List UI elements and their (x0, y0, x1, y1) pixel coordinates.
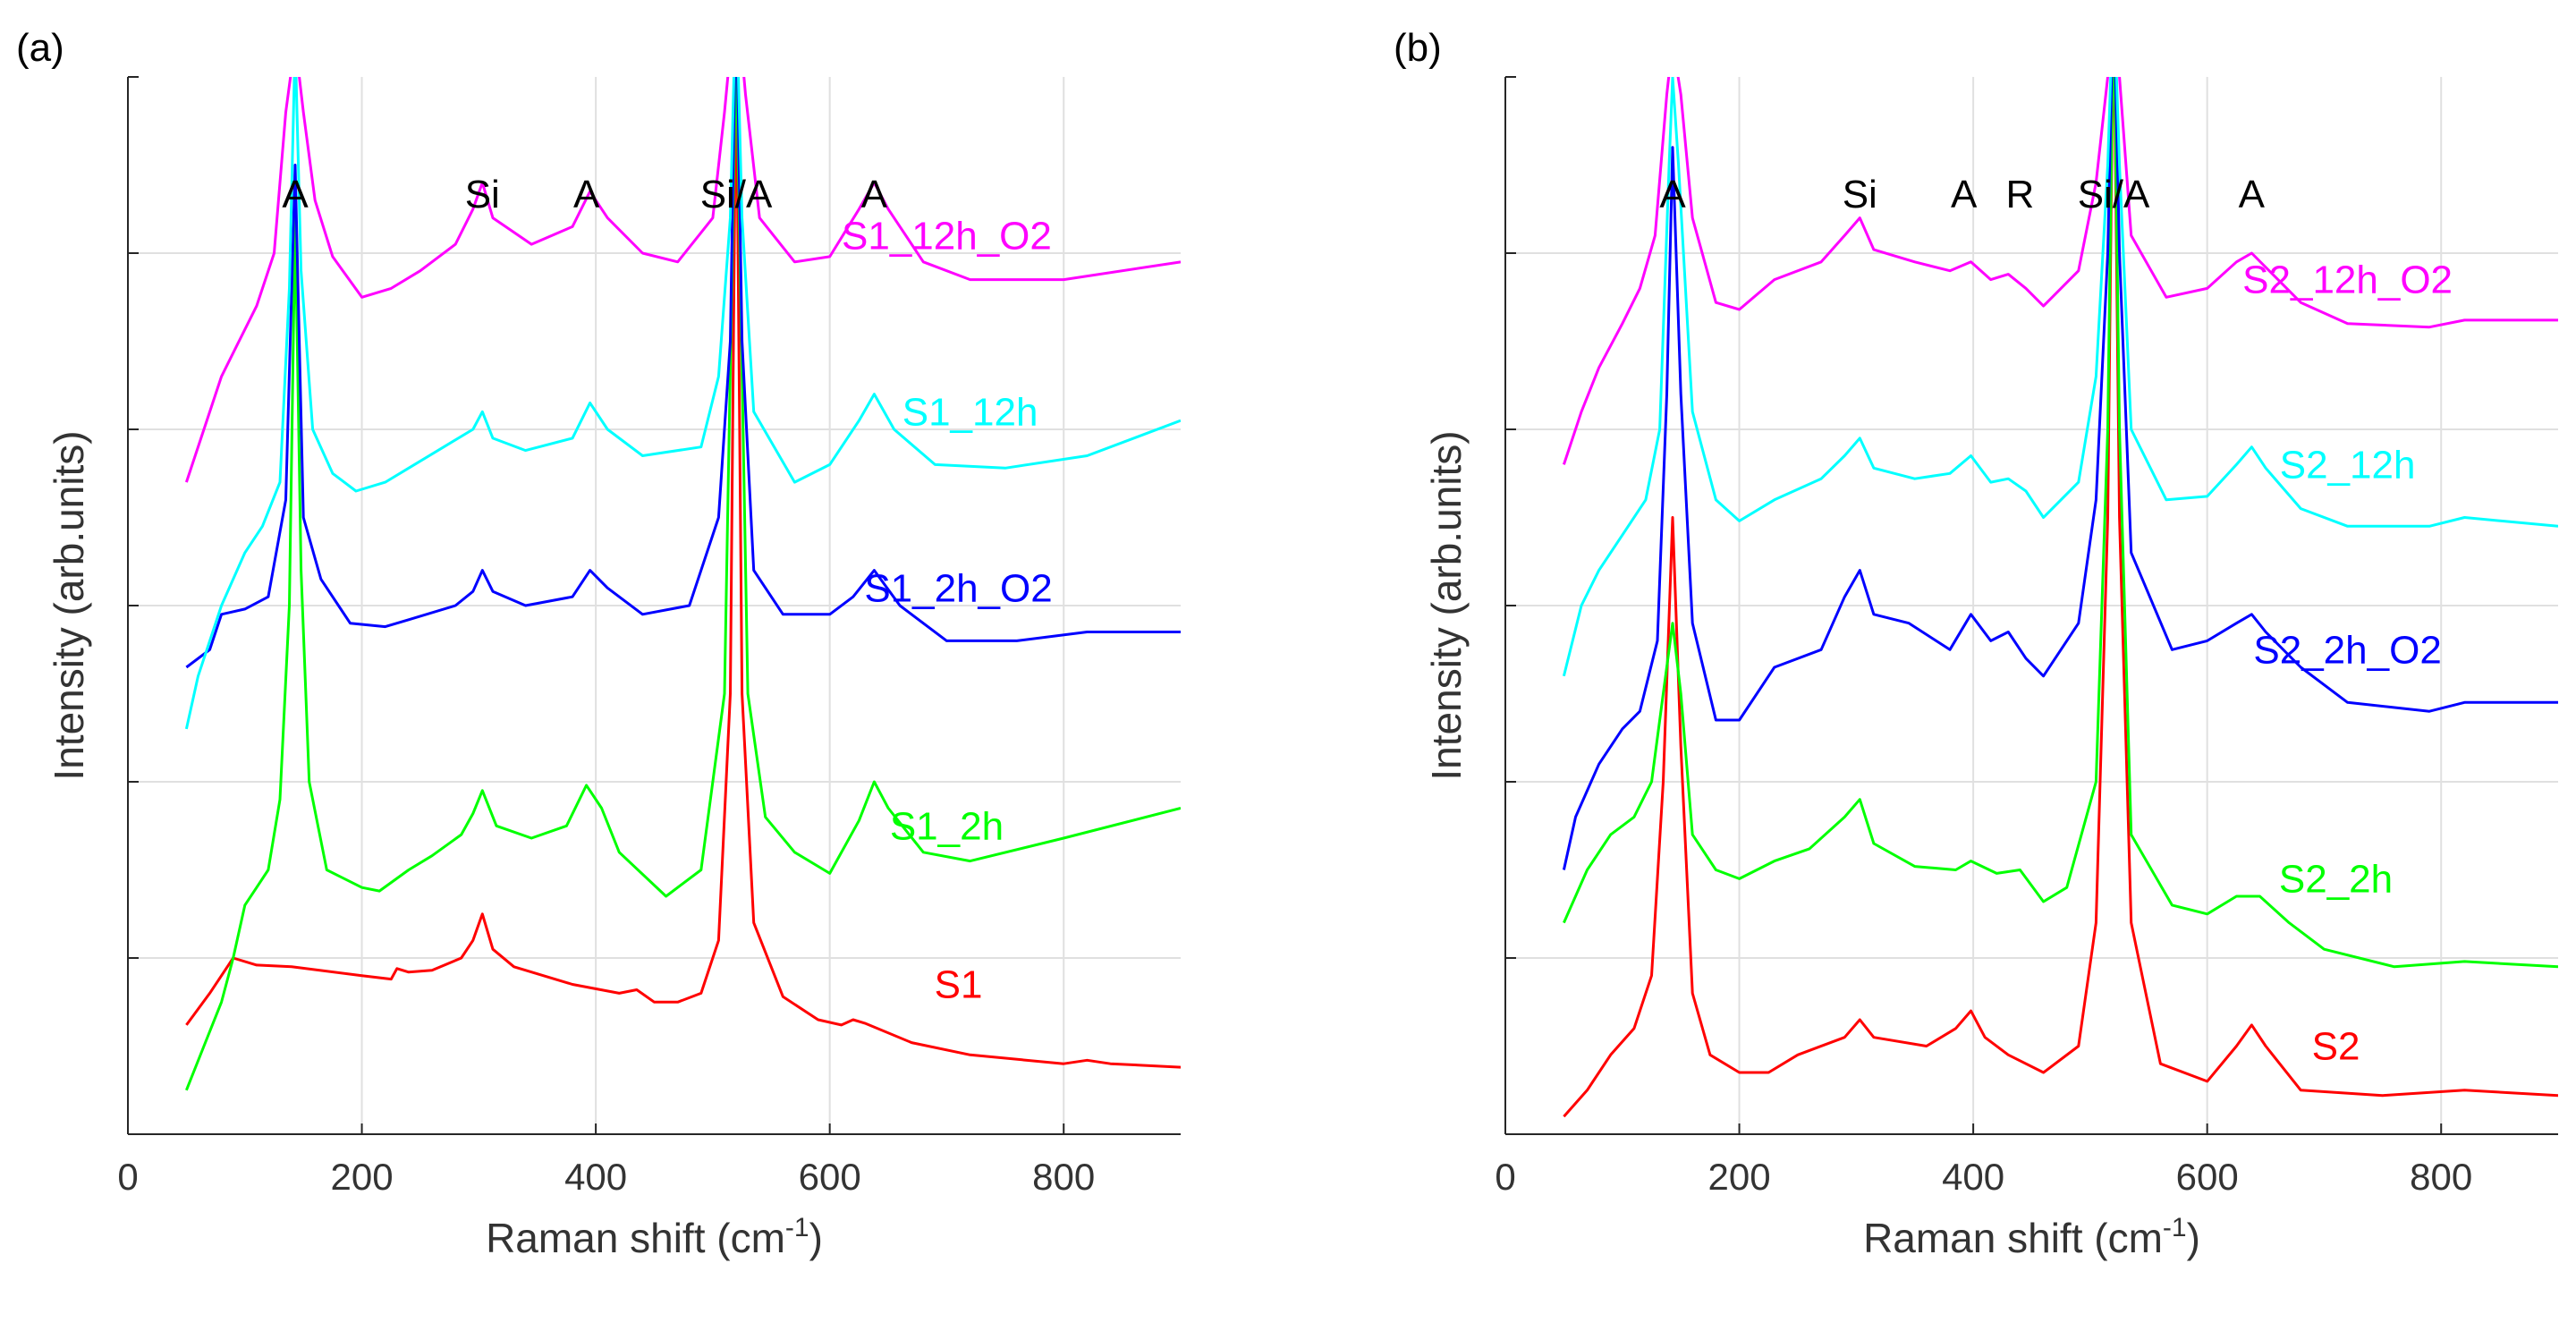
x-tick-label: 200 (1708, 1156, 1771, 1198)
peak-label: A (1659, 173, 1686, 216)
x-tick-label: 800 (2410, 1156, 2472, 1198)
series-label-s2-2h-o2: S2_2h_O2 (2253, 628, 2441, 672)
peak-label: A (573, 173, 600, 216)
x-tick-label: 800 (1032, 1156, 1095, 1198)
x-axis-label-close: ) (809, 1215, 823, 1261)
peak-label: Si (1843, 173, 1877, 216)
y-axis-label: Intensity (arb.units) (46, 430, 92, 780)
series-label-s2-12h: S2_12h (2280, 443, 2416, 487)
x-tick-label: 0 (1495, 1156, 1515, 1198)
series-label-s1-12h: S1_12h (902, 390, 1038, 434)
panel-b: 0 200 400 600 800 Raman shift (cm-1) Intensity… (1394, 26, 2558, 1261)
x-axis-label-close: ) (2187, 1215, 2200, 1261)
x-axis-label: Raman shift (cm-1) (1863, 1213, 2200, 1261)
panel-letter: (a) (16, 26, 64, 70)
x-tick-label: 200 (331, 1156, 394, 1198)
x-axis-label-text: Raman shift (cm (486, 1215, 785, 1261)
x-tick-label: 0 (117, 1156, 138, 1198)
y-axis-label: Intensity (arb.units) (1423, 430, 1470, 780)
series-line-s1-2h (185, 77, 1181, 1091)
series-line-s2-12h-o2 (1562, 77, 2558, 465)
peak-label: Si/A (2078, 173, 2150, 216)
series-line-s2-12h (1562, 77, 2558, 677)
series-label-s2-2h: S2_2h (2279, 857, 2393, 901)
series-line-s2 (1563, 77, 2558, 1118)
panel-letter: (b) (1394, 26, 1442, 70)
peak-label: Si/A (700, 173, 773, 216)
x-axis-label-superscript: -1 (785, 1213, 809, 1242)
peak-label: A (861, 173, 888, 216)
peak-label: A (1951, 173, 1978, 216)
series-label-s2-12h-o2: S2_12h_O2 (2242, 259, 2453, 302)
series-label-s2: S2 (2312, 1025, 2360, 1069)
series-line-s2-2h-o2 (1562, 77, 2558, 870)
series-label-s1-2h: S1_2h (890, 804, 1004, 848)
x-axis-label-text: Raman shift (cm (1863, 1215, 2163, 1261)
peak-label: Si (465, 173, 500, 216)
series-label-s1-2h-o2: S1_2h_O2 (864, 566, 1052, 610)
series-group (184, 77, 1181, 1091)
panel-a: 0 200 400 600 800 Raman shift (cm-1) Intensity… (16, 26, 1181, 1261)
series-line-s1 (185, 77, 1181, 1069)
x-tick-label: 400 (564, 1156, 627, 1198)
x-axis-label: Raman shift (cm-1) (486, 1213, 823, 1261)
peak-label: A (2239, 173, 2266, 216)
series-label-s1-12h-o2: S1_12h_O2 (842, 214, 1052, 258)
series-line-s1-12h (184, 77, 1181, 730)
series-group (1562, 77, 2558, 1118)
x-tick-label: 600 (2176, 1156, 2239, 1198)
x-tick-label: 600 (799, 1156, 861, 1198)
x-tick-label: 400 (1942, 1156, 2004, 1198)
series-line-s2-2h (1563, 77, 2558, 969)
series-label-s1: S1 (935, 963, 983, 1007)
peak-label: R (2006, 173, 2035, 216)
series-line-s1-2h-o2 (185, 77, 1181, 669)
series-line-s1-12h-o2 (184, 77, 1181, 483)
x-axis-label-superscript: -1 (2163, 1213, 2187, 1242)
peak-label: A (282, 173, 309, 216)
